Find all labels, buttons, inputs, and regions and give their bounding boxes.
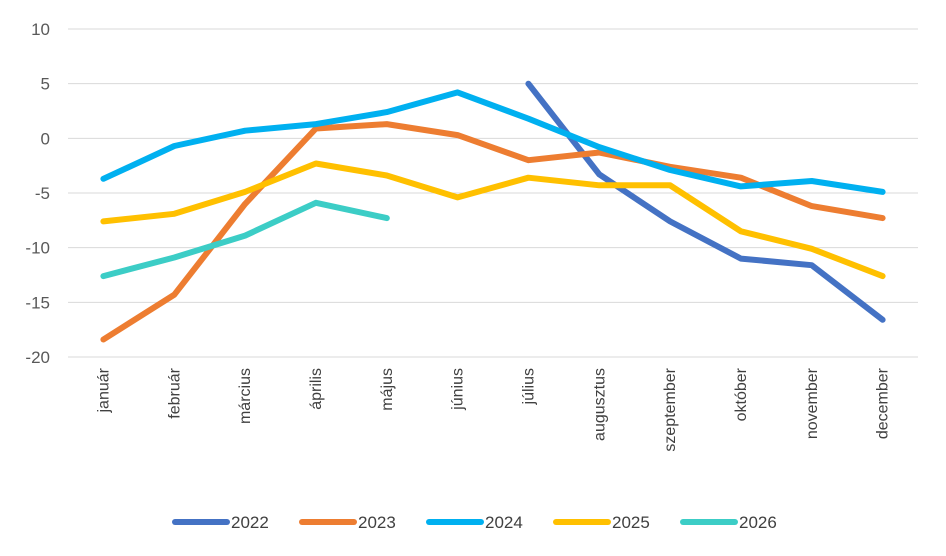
x-tick-label: május bbox=[379, 368, 396, 411]
x-tick-label: január bbox=[95, 367, 112, 413]
x-tick-label: december bbox=[875, 367, 892, 439]
y-tick-label: -15 bbox=[25, 293, 50, 312]
x-tick-label: július bbox=[520, 368, 537, 405]
x-tick-label: március bbox=[237, 368, 254, 424]
y-tick-label: 0 bbox=[41, 129, 50, 148]
x-tick-label: augusztus bbox=[591, 368, 608, 441]
y-tick-label: -5 bbox=[35, 184, 50, 203]
x-tick-label: június bbox=[450, 368, 467, 411]
legend-label-2024: 2024 bbox=[485, 513, 523, 532]
y-axis-ticks: 10 5 0 -5 -10 -15 -20 bbox=[25, 20, 50, 367]
x-axis-ticks: január február március április május június jú… bbox=[95, 367, 891, 451]
x-tick-label: november bbox=[804, 367, 821, 439]
series-lines bbox=[100, 80, 886, 343]
y-tick-label: -10 bbox=[25, 239, 50, 258]
gridlines bbox=[68, 28, 918, 358]
legend-label-2026: 2026 bbox=[739, 513, 777, 532]
y-tick-label: 5 bbox=[41, 75, 50, 94]
series-line-2025 bbox=[100, 160, 886, 280]
legend-label-2025: 2025 bbox=[612, 513, 650, 532]
series-line-2023 bbox=[100, 121, 886, 343]
x-tick-label: április bbox=[308, 368, 325, 410]
x-tick-label: szeptember bbox=[662, 367, 679, 451]
y-tick-label: 10 bbox=[31, 20, 50, 39]
x-tick-label: október bbox=[733, 367, 750, 421]
series-line-2024 bbox=[100, 89, 886, 195]
series-line-2022 bbox=[525, 80, 886, 323]
legend: 2022 2023 2024 2025 2026 bbox=[172, 513, 777, 532]
legend-label-2023: 2023 bbox=[358, 513, 396, 532]
series-line-2026 bbox=[100, 199, 390, 280]
y-tick-label: -20 bbox=[25, 348, 50, 367]
legend-label-2022: 2022 bbox=[231, 513, 269, 532]
x-tick-label: február bbox=[166, 367, 183, 418]
